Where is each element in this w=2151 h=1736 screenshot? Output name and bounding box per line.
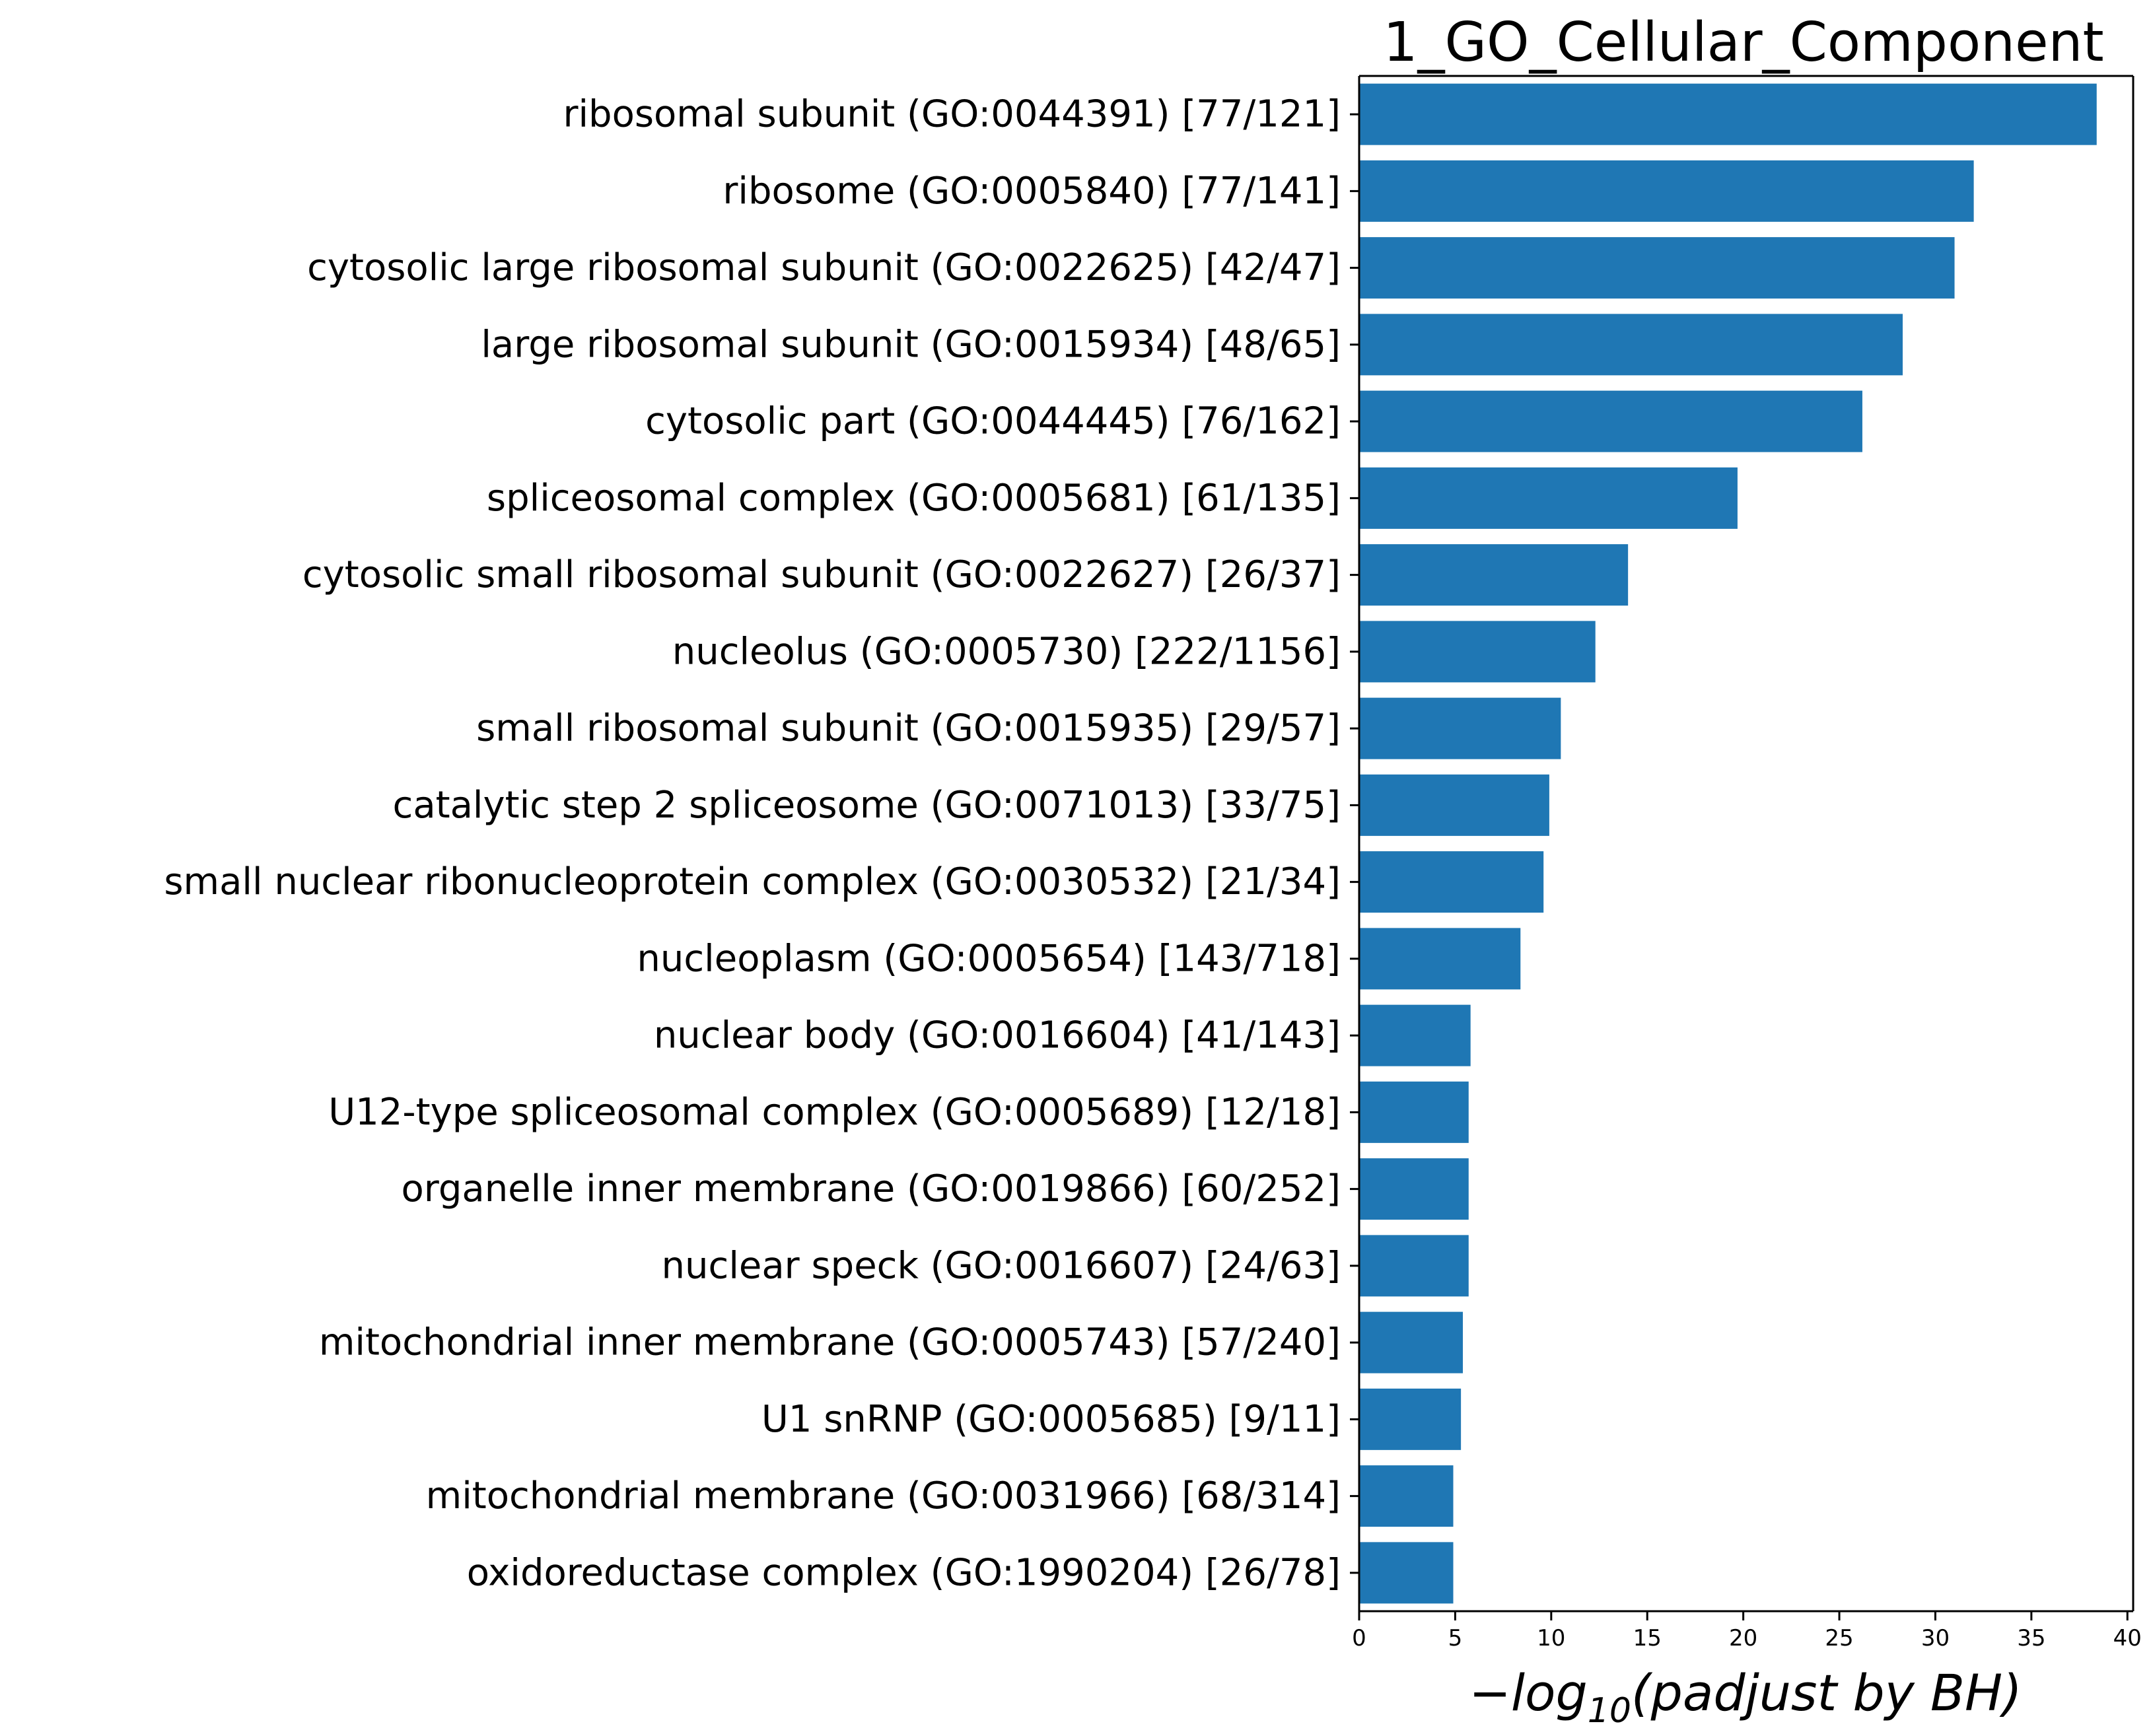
bar (1359, 390, 1862, 452)
category-label: catalytic step 2 spliceosome (GO:0071013… (393, 784, 1341, 827)
bar (1359, 1465, 1454, 1527)
bar (1359, 1388, 1462, 1450)
bar (1359, 467, 1738, 529)
bar (1359, 851, 1544, 913)
category-label: nucleoplasm (GO:0005654) [143/718] (637, 937, 1341, 980)
bar (1359, 774, 1549, 836)
bar (1359, 928, 1521, 990)
bar (1359, 237, 1955, 299)
plot-frame (1358, 75, 2134, 1613)
bar (1359, 1004, 1471, 1066)
bar (1359, 160, 1974, 222)
bar (1359, 697, 1561, 759)
category-label: U1 snRNP (GO:0005685) [9/11] (761, 1398, 1341, 1441)
category-label: ribosome (GO:0005840) [77/141] (723, 170, 1341, 213)
bar (1359, 621, 1596, 683)
bar (1359, 544, 1629, 606)
x-tick-label: 30 (1921, 1625, 1950, 1651)
category-label: nuclear speck (GO:0016607) [24/63] (662, 1244, 1341, 1287)
x-tick-label: 25 (1825, 1625, 1853, 1651)
category-label: large ribosomal subunit (GO:0015934) [48… (481, 323, 1341, 366)
category-label: small nuclear ribonucleoprotein complex … (164, 860, 1341, 903)
category-label: U12-type spliceosomal complex (GO:000568… (328, 1091, 1341, 1134)
x-axis-label-subscript: 10 (1588, 1691, 1631, 1731)
category-label: cytosolic part (GO:0044445) [76/162] (645, 400, 1341, 443)
x-ticks-group: 0 5 10 15 20 25 30 35 40 (1352, 1611, 2142, 1651)
category-label: oxidoreductase complex (GO:1990204) [26/… (467, 1551, 1341, 1594)
chart-title: 1_GO_Cellular_Component (1383, 11, 2103, 74)
bar (1359, 1081, 1469, 1143)
x-tick-label: 5 (1448, 1625, 1463, 1651)
x-axis-label-func: log (1511, 1663, 1588, 1722)
category-label: ribosomal subunit (GO:0044391) [77/121] (563, 93, 1341, 136)
x-tick-label: 35 (2017, 1625, 2045, 1651)
x-axis-label-prefix: − (1469, 1663, 1511, 1722)
bar (1359, 1235, 1469, 1297)
bar (1359, 314, 1903, 376)
category-label: mitochondrial inner membrane (GO:0005743… (319, 1321, 1341, 1364)
category-label: cytosolic small ribosomal subunit (GO:00… (302, 553, 1341, 596)
category-label: small ribosomal subunit (GO:0015935) [29… (476, 707, 1341, 750)
x-tick-label: 40 (2113, 1625, 2142, 1651)
x-axis-label-rest: (padjust by BH) (1631, 1663, 2022, 1722)
bar (1359, 1542, 1454, 1604)
category-labels-group: ribosomal subunit (GO:0044391) [77/121] r… (164, 93, 1359, 1594)
bars-group (1359, 83, 2097, 1604)
x-tick-label: 15 (1633, 1625, 1662, 1651)
x-tick-label: 10 (1537, 1625, 1565, 1651)
bar (1359, 1158, 1469, 1220)
x-axis-label: −log10(padjust by BH) (1469, 1663, 2022, 1731)
category-label: nucleolus (GO:0005730) [222/1156] (672, 630, 1341, 673)
bar (1359, 83, 2097, 145)
category-label: cytosolic large ribosomal subunit (GO:00… (307, 246, 1341, 289)
category-label: organelle inner membrane (GO:0019866) [6… (402, 1167, 1341, 1210)
x-tick-label: 20 (1729, 1625, 1757, 1651)
x-tick-label: 0 (1352, 1625, 1366, 1651)
category-label: mitochondrial membrane (GO:0031966) [68/… (426, 1475, 1341, 1517)
bar (1359, 1311, 1463, 1373)
category-label: nuclear body (GO:0016604) [41/143] (654, 1014, 1341, 1057)
category-label: spliceosomal complex (GO:0005681) [61/13… (487, 477, 1341, 520)
